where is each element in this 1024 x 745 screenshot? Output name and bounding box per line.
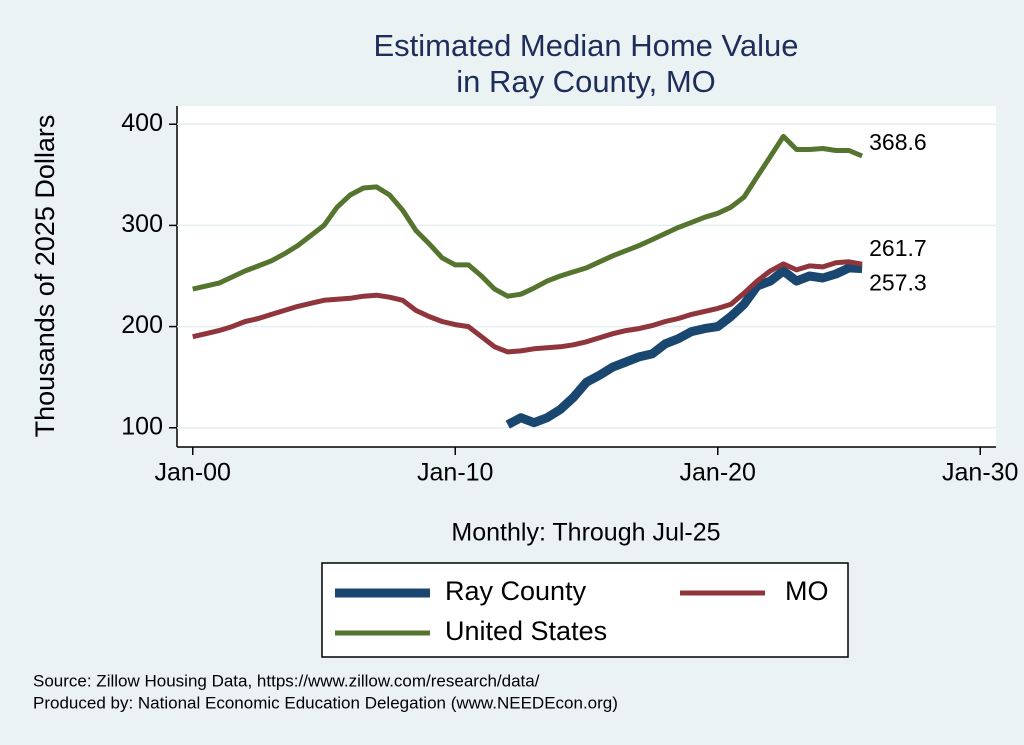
x-tick-label: Jan-10 <box>417 459 493 487</box>
x-tick-label: Jan-30 <box>942 459 1018 487</box>
chart-subtitle: in Ray County, MO <box>456 64 716 99</box>
end-value-label: 368.6 <box>869 129 927 155</box>
legend-label: United States <box>445 616 607 646</box>
series-line <box>192 259 863 355</box>
plot-area <box>177 106 996 447</box>
series-line <box>505 263 863 429</box>
y-tick-label: 100 <box>121 412 163 440</box>
y-axis-title: Thousands of 2025 Dollars <box>30 115 60 438</box>
x-tick-label: Jan-20 <box>680 459 756 487</box>
legend-label: Ray County <box>445 576 587 606</box>
legend <box>321 562 849 658</box>
x-axis-title: Monthly: Through Jul-25 <box>451 519 720 547</box>
y-tick-label: 400 <box>121 109 163 137</box>
producer-note: Produced by: National Economic Education… <box>33 693 618 712</box>
end-value-label: 261.7 <box>869 235 927 261</box>
legend-label: MO <box>785 576 829 606</box>
x-tick-label: Jan-00 <box>155 459 231 487</box>
series-line <box>192 133 864 299</box>
source-note: Source: Zillow Housing Data, https://www… <box>33 671 540 690</box>
end-value-label: 257.3 <box>869 270 927 296</box>
chart-title: Estimated Median Home Value <box>373 28 798 63</box>
y-tick-label: 200 <box>121 311 163 339</box>
y-tick-label: 300 <box>121 210 163 238</box>
